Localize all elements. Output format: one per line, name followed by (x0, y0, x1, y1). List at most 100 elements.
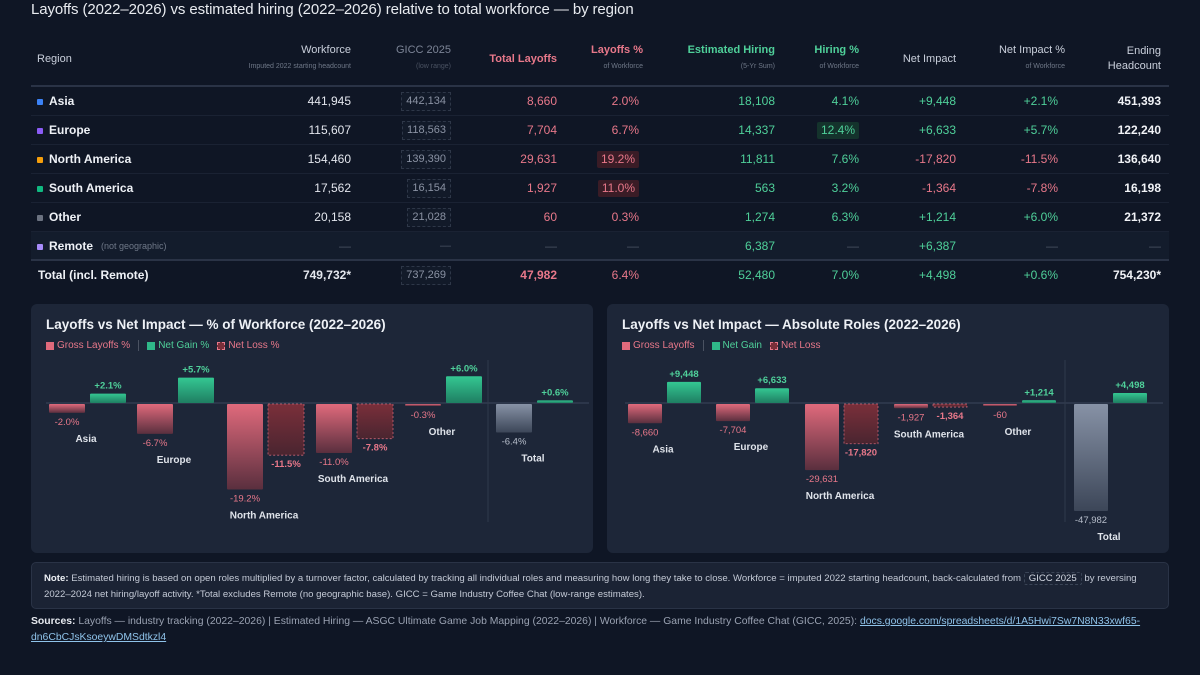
legend-swatch-layoffs (46, 341, 54, 350)
ending-headcount-cell: — (1149, 239, 1161, 253)
gicc-value: 16,154 (407, 179, 451, 198)
region-color-dot (37, 98, 43, 105)
net-impact-pct-cell: -11.5% (1020, 152, 1058, 166)
net-impact-pct-cell: +2.1% (1023, 94, 1058, 108)
net-impact-pct-cell: — (1046, 239, 1058, 253)
workforce-cell: 441,945 (307, 94, 351, 108)
data-label-net: +0.6% (541, 387, 569, 398)
ending-headcount-cell: 754,230* (1112, 268, 1161, 282)
workforce-cell: 154,460 (307, 152, 351, 166)
bar-net-gain (446, 376, 482, 403)
region-name: South America (49, 181, 134, 195)
chart-title: Layoffs vs Net Impact — Absolute Roles (… (622, 317, 961, 332)
ending-headcount-cell: 16,198 (1124, 181, 1161, 195)
net-impact-pct-cell: -7.8% (1026, 181, 1058, 195)
gicc-cell: 118,563 (402, 116, 451, 145)
col-gicc[interactable]: GICC 2025 (low range) (395, 44, 451, 70)
percent-bar-chart: -2.0% +2.1% Asia -6.7% +5.7% Europe -19.2% -11.… (46, 360, 589, 522)
data-label-layoffs: -19.2% (230, 493, 261, 504)
hiring-pct-cell: 3.2% (831, 181, 859, 195)
gicc-value: 442,134 (401, 92, 451, 111)
bar-layoffs (405, 404, 441, 406)
region-cell: Asia (37, 87, 74, 116)
region-color-dot (37, 185, 43, 192)
legend-item-gross-layoffs[interactable]: Gross Layoffs (622, 340, 695, 351)
col-region[interactable]: Region (37, 52, 72, 65)
layoffs-pct-cell: 2.0% (611, 94, 639, 108)
col-net[interactable]: Net Impact (902, 52, 956, 65)
net-impact-cell: -17,820 (915, 152, 956, 166)
table-row[interactable]: Other 20,158 21,028 60 0.3% 1,274 6.3% +1,214 +6… (31, 203, 1169, 232)
gicc-cell: 21,028 (407, 203, 451, 232)
legend-item-net-gain[interactable]: Net Gain (711, 340, 762, 351)
data-label-layoffs: -1,927 (898, 412, 925, 423)
bar-layoffs (316, 404, 352, 453)
hiring-cell: 6,387 (744, 239, 775, 253)
bar-net-gain (755, 388, 789, 403)
legend-item-net-loss[interactable]: Net Loss (769, 340, 820, 351)
layoffs-pct-cell: 11.0% (597, 174, 639, 203)
bar-net-gain (90, 393, 126, 403)
source-link[interactable]: docs.google.com/spreadsheets/d/1A5Hwi7Sw… (31, 616, 1141, 643)
gicc-value: 139,390 (401, 150, 451, 169)
data-label-layoffs: -6.7% (143, 438, 168, 449)
col-layoffs-pct[interactable]: Layoffs % of Workforce (591, 44, 643, 70)
data-label-net: +1,214 (1024, 387, 1054, 398)
region-name: North America (49, 152, 132, 166)
methodology-note: Note: Estimated hiring is based on open … (31, 562, 1169, 609)
gicc-cell: 16,154 (407, 174, 451, 203)
region-cell: Europe (37, 116, 90, 145)
data-label-layoffs: -60 (993, 410, 1007, 421)
layoffs-pct-cell: 19.2% (596, 145, 639, 174)
table-row[interactable]: North America 154,460 139,390 29,631 19.2% 11… (31, 145, 1169, 174)
data-label-net: +5.7% (182, 365, 210, 376)
hiring-cell: 52,480 (738, 268, 775, 282)
region-cell: Remote (not geographic) (37, 232, 167, 261)
hiring-pct-cell: 6.3% (831, 210, 859, 224)
bar-net-loss (932, 403, 968, 408)
legend-item-net-loss[interactable]: Net Loss % (217, 340, 279, 351)
bar-layoffs (227, 404, 263, 490)
data-label-layoffs: -47,982 (1075, 515, 1107, 526)
legend-swatch-gain (147, 341, 156, 350)
table-row[interactable]: Asia 441,945 442,134 8,660 2.0% 18,108 4.1% +9,… (31, 87, 1169, 116)
layoffs-pct-cell: — (627, 239, 639, 253)
gicc-cell: — (440, 240, 451, 252)
gicc-cell: 442,134 (401, 87, 451, 116)
legend-item-gross-layoffs[interactable]: Gross Layoffs % (46, 340, 130, 351)
region-note: (not geographic) (101, 241, 167, 251)
workforce-cell: 17,562 (314, 181, 351, 195)
bar-layoffs (894, 404, 928, 409)
col-hiring-pct[interactable]: Hiring % of Workforce (814, 44, 859, 70)
data-label-layoffs: -2.0% (55, 417, 80, 428)
col-ending[interactable]: Ending Headcount (1107, 44, 1161, 72)
workforce-cell: 20,158 (314, 210, 351, 224)
net-impact-pct-cell: +0.6% (1023, 268, 1058, 282)
table-row[interactable]: Europe 115,607 118,563 7,704 6.7% 14,337 12.4%… (31, 116, 1169, 145)
col-workforce[interactable]: Workforce Imputed 2022 starting headcoun… (248, 44, 351, 70)
hiring-pct-highlight: 12.4% (816, 122, 859, 139)
legend-divider (702, 340, 704, 351)
total-row[interactable]: Total (incl. Remote) 749,732* 737,269 47,98… (31, 261, 1169, 291)
net-impact-cell: +6,387 (918, 239, 956, 253)
sources: Sources: Layoffs — industry tracking (20… (31, 616, 1141, 643)
hiring-pct-cell: — (847, 239, 859, 253)
table-row[interactable]: South America 17,562 16,154 1,927 11.0% 563 3.… (31, 174, 1169, 203)
col-hiring[interactable]: Estimated Hiring (5-Yr Sum) (687, 44, 775, 70)
data-label-net: +6,633 (757, 375, 786, 386)
table-row[interactable]: Remote (not geographic) — — — — 6,387 — +6,387 — — (31, 232, 1169, 261)
category-label: South America (318, 474, 389, 485)
net-impact-cell: +6,633 (918, 123, 956, 137)
category-label: South America (894, 429, 965, 440)
bar-layoffs (1074, 404, 1108, 511)
region-cell: South America (37, 174, 133, 203)
category-label: Europe (734, 442, 769, 453)
col-net-pct[interactable]: Net Impact % of Workforce (998, 44, 1065, 70)
data-label-layoffs: -0.3% (411, 410, 436, 421)
table-body: Asia 441,945 442,134 8,660 2.0% 18,108 4.1% +9,… (31, 87, 1169, 291)
hiring-cell: 1,274 (744, 210, 775, 224)
col-layoffs[interactable]: Total Layoffs (489, 52, 557, 65)
layoffs-cell: 47,982 (520, 268, 557, 282)
bar-net-loss (356, 403, 394, 440)
legend-item-net-gain[interactable]: Net Gain % (147, 340, 209, 351)
